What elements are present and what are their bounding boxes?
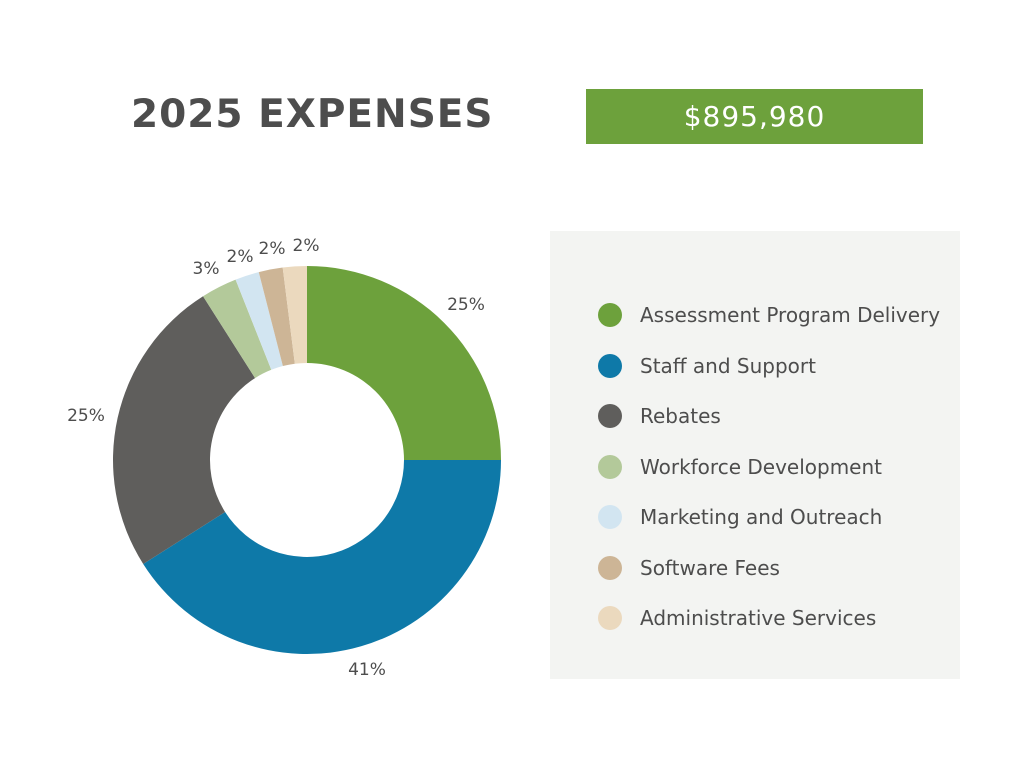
slice-label-1: 25% [447,295,485,315]
legend-label: Administrative Services [640,606,877,631]
legend-item: Assessment Program Delivery [598,290,940,341]
legend-swatch [598,303,622,328]
legend-swatch [598,505,622,530]
legend-item: Staff and Support [598,341,940,392]
total-amount-badge: $895,980 [586,89,923,144]
legend-swatch [598,353,622,378]
donut-slice-6 [258,267,295,367]
slice-label-7: 2% [293,236,320,256]
donut-slice-5 [235,272,283,370]
donut-slice-7 [282,266,307,364]
legend-label: Workforce Development [640,454,883,479]
donut-slice-3 [113,296,256,564]
donut-slice-2 [143,460,501,654]
legend-swatch [598,555,622,580]
legend-label: Software Fees [640,555,780,580]
legend-item: Rebates [598,391,940,442]
legend-swatch [598,404,622,429]
donut-labels: 25%41%25%3%2% 2% 2% [67,236,485,680]
slice-label-2: 41% [348,660,386,680]
legend-item: Marketing and Outreach [598,492,940,543]
legend-label: Rebates [640,404,721,429]
legend-label: Assessment Program Delivery [640,303,941,328]
slice-label-5: 2% [227,247,254,267]
slice-label-4: 3% [193,259,220,279]
legend-swatch [598,606,622,631]
slice-label-3: 25% [67,406,105,426]
legend-swatch [598,454,622,479]
legend-item: Workforce Development [598,442,940,493]
page-title: 2025 EXPENSES [131,92,494,137]
legend-panel: Assessment Program Delivery Staff and Sup… [550,231,960,679]
donut-chart: 25%41%25%3%2% 2% 2% [67,236,501,680]
donut-slice-4 [203,279,272,379]
legend-item: Software Fees [598,543,940,594]
legend-label: Marketing and Outreach [640,505,883,530]
donut-slice-1 [307,266,501,460]
slice-label-6: 2% [259,239,286,259]
legend-item: Administrative Services [598,593,940,644]
donut-slices [113,266,501,654]
legend: Assessment Program Delivery Staff and Sup… [598,290,940,644]
legend-label: Staff and Support [640,353,816,378]
